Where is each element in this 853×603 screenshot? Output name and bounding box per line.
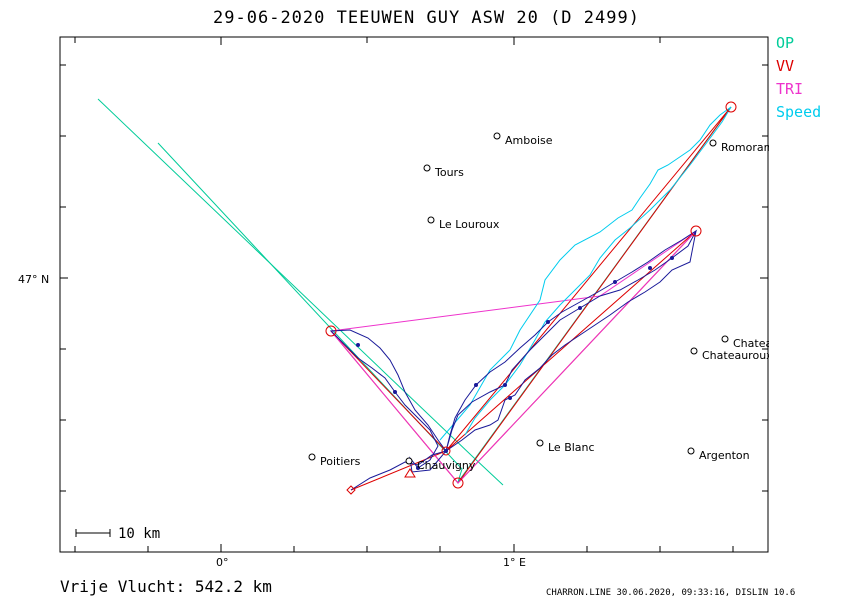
op-route	[97, 98, 732, 486]
track-markers	[356, 256, 674, 470]
vv-route	[330, 106, 732, 491]
city-label: Le Louroux	[439, 218, 500, 231]
lat-label: 47° N	[18, 273, 49, 286]
speed-track	[439, 106, 732, 441]
map-title: 29-06-2020 TEEUWEN GUY ASW 20 (D 2499)	[213, 8, 640, 28]
scale-bar	[75, 529, 111, 537]
legend-tri: TRI	[776, 80, 804, 98]
legend-op: OP	[776, 34, 795, 52]
lon-label-0: 0°	[216, 556, 229, 569]
tri-route	[330, 230, 697, 484]
city-label: Chateauroux	[702, 349, 773, 362]
city-label: Chauvigny	[417, 459, 476, 472]
city-markers	[308, 132, 729, 465]
lon-label-1: 1° E	[503, 556, 526, 569]
city-label: Romorantin	[721, 141, 785, 154]
legend-speed: Speed	[776, 103, 822, 121]
turnpoints	[325, 101, 737, 495]
footer-info: CHARRON.LINE 30.06.2020, 09:33:16, DISLI…	[546, 588, 796, 598]
city-label: Tours	[434, 166, 464, 179]
distance-label: Vrije Vlucht: 542.2 km	[60, 577, 272, 596]
city-label: Amboise	[505, 134, 553, 147]
city-label: Le Blanc	[548, 441, 595, 454]
x-ticks	[74, 37, 734, 552]
flight-track	[329, 229, 698, 491]
scale-label: 10 km	[118, 526, 161, 542]
legend-vv: VV	[776, 57, 795, 75]
city-label: Argenton	[699, 449, 750, 462]
y-ticks	[60, 64, 768, 492]
city-label: Poitiers	[320, 455, 361, 468]
